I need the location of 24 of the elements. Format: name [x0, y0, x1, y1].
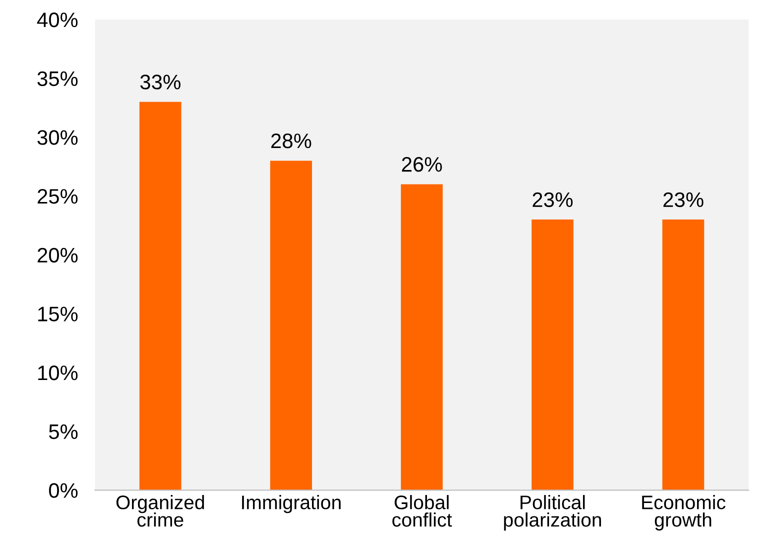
data-label: 23%: [532, 192, 573, 208]
y-tick-label: 40%: [37, 12, 78, 28]
bar: [662, 220, 704, 490]
y-tick-label: 5%: [49, 424, 78, 440]
x-tick-label: Political polarization: [504, 495, 601, 531]
x-tick-label: Economic growth: [642, 495, 726, 531]
bar: [400, 184, 443, 490]
x-tick-label: Immigration: [242, 495, 341, 514]
data-label: 28%: [271, 133, 312, 148]
x-tick-label: Organized crime: [116, 495, 204, 527]
data-label: 33%: [140, 74, 180, 90]
y-tick-label: 10%: [38, 365, 78, 380]
x-tick-label: Global conflict: [392, 495, 452, 527]
y-tick-label: 20%: [38, 248, 78, 263]
y-tick-label: 30%: [37, 130, 78, 145]
y-tick-label: 25%: [38, 188, 78, 204]
data-label: 23%: [663, 192, 704, 208]
bar: [532, 220, 574, 490]
bar: [139, 102, 182, 490]
y-tick-label: 35%: [37, 71, 78, 86]
bar: [270, 160, 312, 490]
y-tick-label: 15%: [38, 306, 78, 322]
y-tick-label: 0%: [49, 483, 78, 498]
data-label: 26%: [402, 157, 442, 172]
